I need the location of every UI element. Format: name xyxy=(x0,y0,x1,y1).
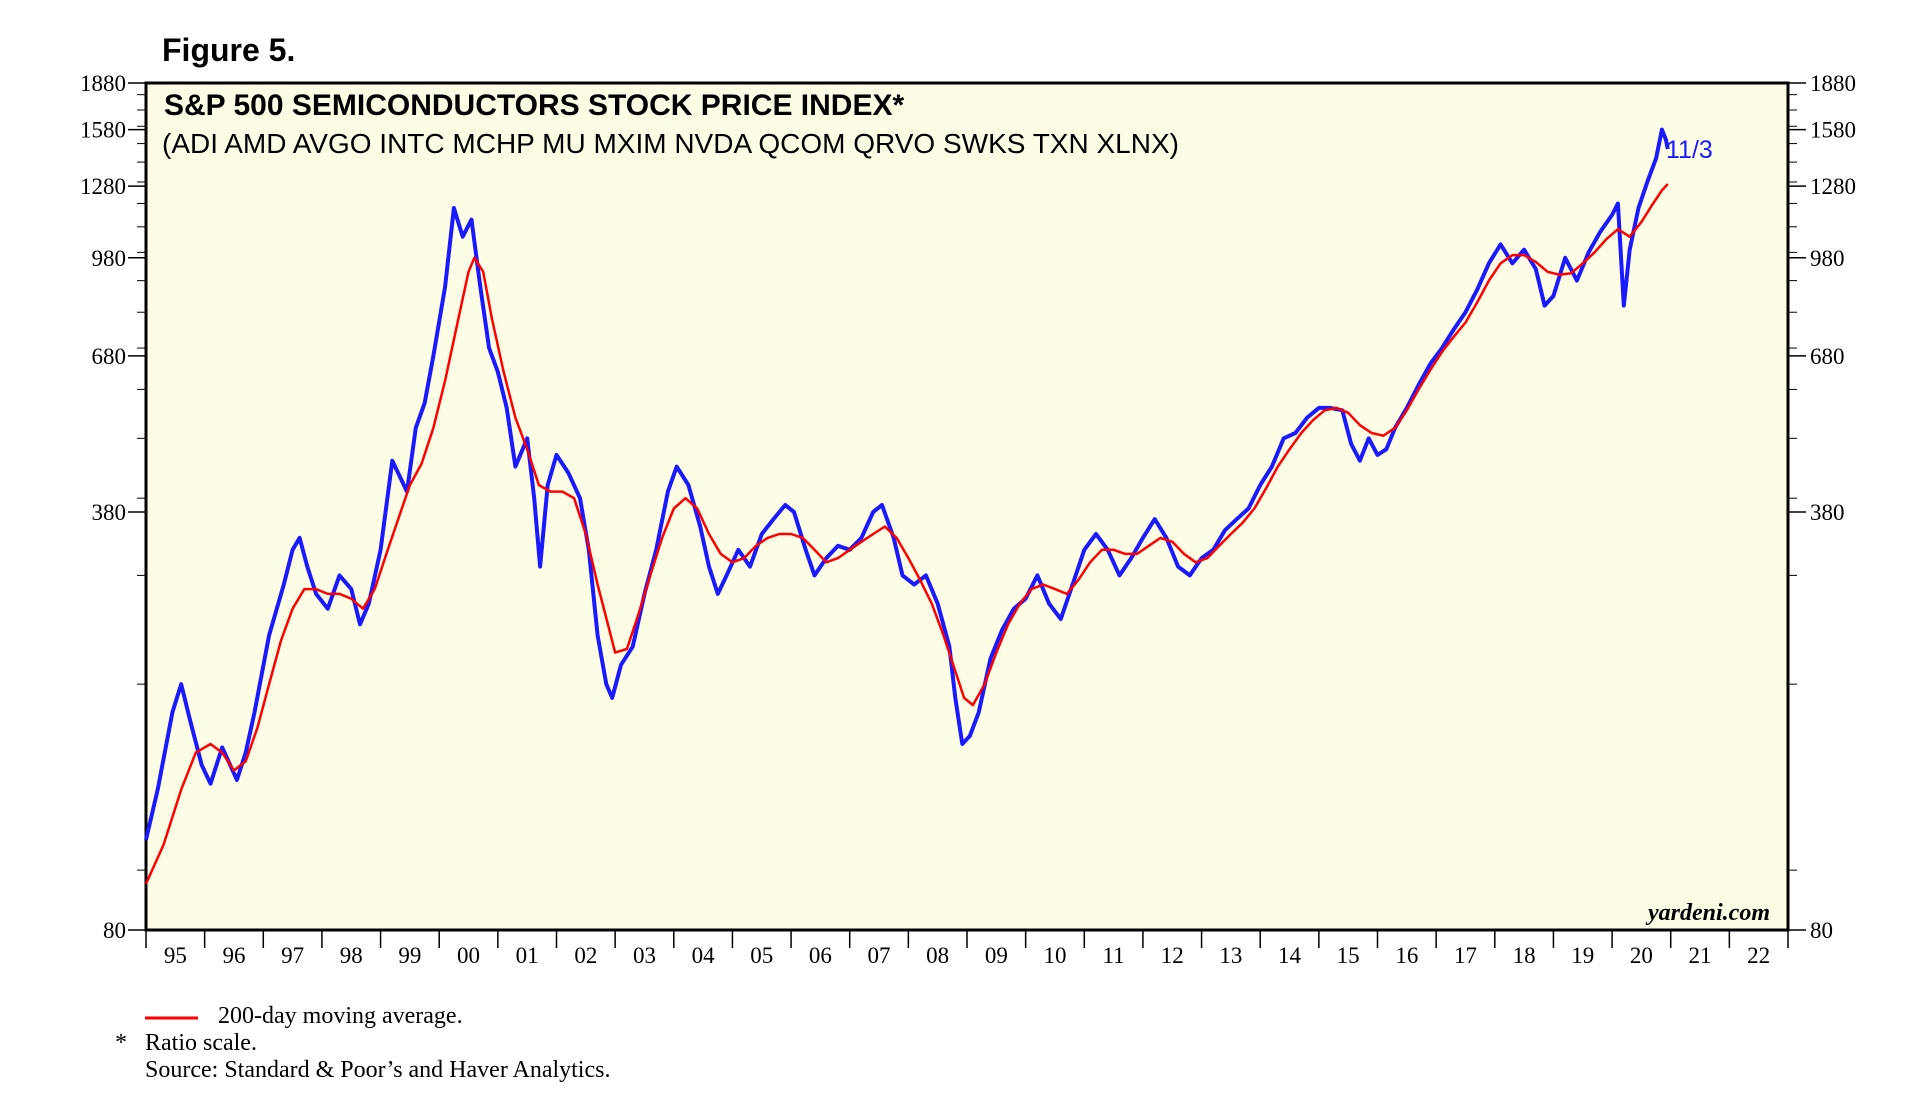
x-tick-label: 12 xyxy=(1161,943,1184,968)
x-tick-label: 13 xyxy=(1219,943,1242,968)
x-tick-label: 04 xyxy=(692,943,716,968)
x-tick-label: 16 xyxy=(1395,943,1418,968)
x-tick-label: 03 xyxy=(633,943,656,968)
right-axis: 80 380 680 980 1280 1580 1880 xyxy=(1788,71,1856,943)
x-tick-label: 95 xyxy=(164,943,187,968)
x-tick-label: 99 xyxy=(398,943,421,968)
watermark: yardeni.com xyxy=(1645,900,1770,926)
x-tick-label: 19 xyxy=(1571,943,1594,968)
x-tick-label: 15 xyxy=(1337,943,1360,968)
y-tick-label-right: 80 xyxy=(1810,918,1833,943)
figure-label: Figure 5. xyxy=(162,32,296,68)
x-tick-label: 98 xyxy=(340,943,363,968)
x-tick-label: 17 xyxy=(1454,943,1477,968)
series-line-index xyxy=(144,127,1670,841)
y-tick-label-left: 380 xyxy=(92,500,127,525)
y-tick-label-right: 1280 xyxy=(1810,174,1856,199)
series-layer xyxy=(144,127,1670,885)
y-tick-label-right: 1880 xyxy=(1810,71,1856,96)
plot-area xyxy=(144,81,1790,932)
x-tick-label: 09 xyxy=(985,943,1008,968)
y-tick-label-left: 980 xyxy=(92,246,127,271)
x-tick-label: 02 xyxy=(574,943,597,968)
x-tick-label: 97 xyxy=(281,943,304,968)
legend-label: 200-day moving average. xyxy=(218,1003,463,1029)
series-line-moving-average xyxy=(144,183,1669,885)
y-tick-label-left: 1280 xyxy=(80,174,126,199)
y-tick-label-left: 1580 xyxy=(80,118,126,143)
x-tick-label: 10 xyxy=(1043,943,1066,968)
chart-title: S&P 500 SEMICONDUCTORS STOCK PRICE INDEX… xyxy=(164,89,904,122)
x-tick-label: 18 xyxy=(1513,943,1536,968)
x-tick-label: 05 xyxy=(750,943,773,968)
ratio-note: Ratio scale. xyxy=(145,1030,257,1056)
x-tick-label: 01 xyxy=(516,943,539,968)
x-axis: 95 96 97 98 99 00 01 02 03 04 05 06 07 08 09 10 11 12 13 14… xyxy=(145,930,1789,968)
y-tick-label-right: 1580 xyxy=(1810,118,1856,143)
x-tick-label: 06 xyxy=(809,943,832,968)
chart-subtitle: (ADI AMD AVGO INTC MCHP MU MXIM NVDA QCO… xyxy=(162,128,1179,159)
y-tick-label-right: 680 xyxy=(1810,344,1845,369)
x-tick-label: 21 xyxy=(1689,943,1712,968)
y-tick-label-left: 80 xyxy=(103,918,126,943)
source-note: Source: Standard & Poor’s and Haver Anal… xyxy=(145,1057,611,1083)
x-tick-label: 07 xyxy=(868,943,891,968)
y-tick-label-right: 380 xyxy=(1810,500,1845,525)
x-tick-label: 08 xyxy=(926,943,949,968)
ratio-marker: * xyxy=(115,1030,127,1056)
y-tick-label-right: 980 xyxy=(1810,246,1845,271)
end-date-label: 11/3 xyxy=(1666,136,1713,164)
x-tick-label: 20 xyxy=(1630,943,1653,968)
y-tick-label-left: 680 xyxy=(92,344,127,369)
left-axis: 80 380 680 980 1280 1580 1880 xyxy=(80,71,146,943)
x-tick-label: 14 xyxy=(1278,943,1302,968)
x-tick-label: 22 xyxy=(1747,943,1770,968)
y-tick-label-left: 1880 xyxy=(80,71,126,96)
x-tick-label: 00 xyxy=(457,943,480,968)
x-tick-label: 96 xyxy=(222,943,245,968)
x-tick-label: 11 xyxy=(1103,943,1125,968)
